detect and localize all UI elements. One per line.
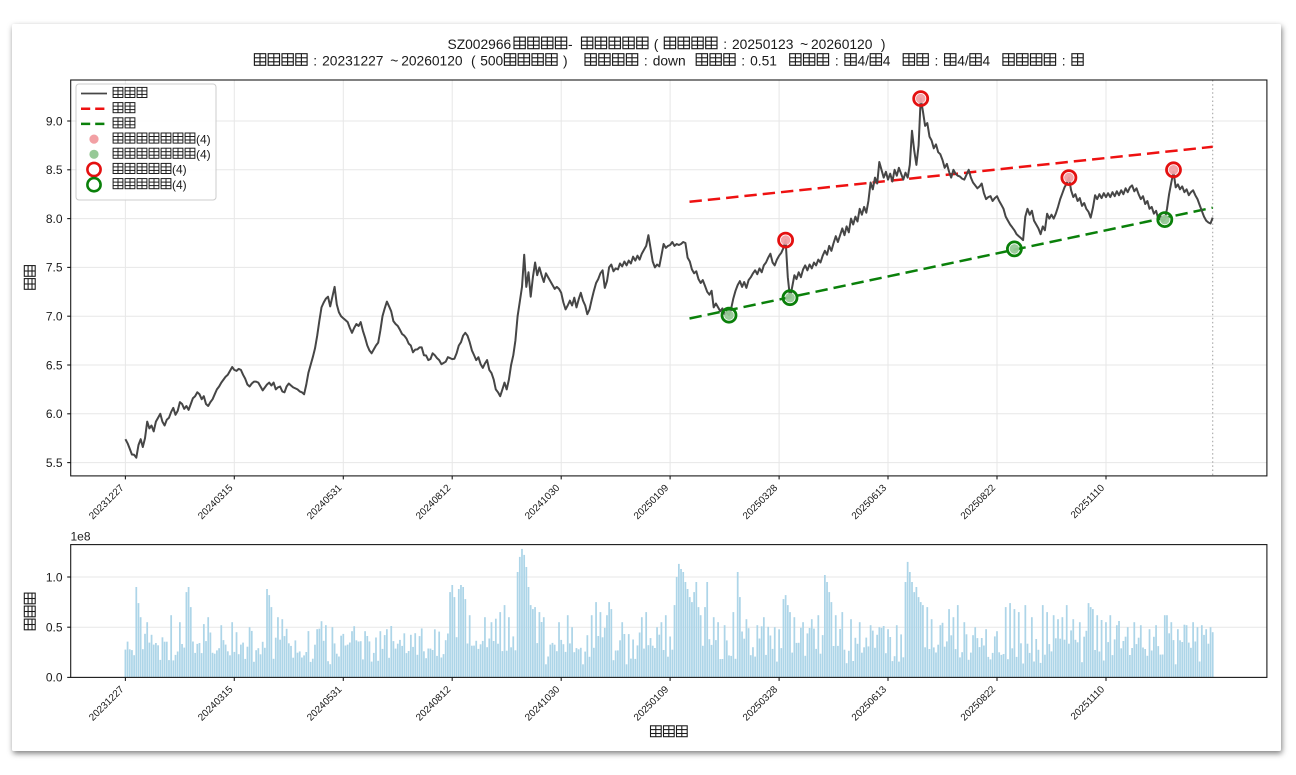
svg-text:4/: 4/ [858,54,870,69]
svg-text:0.51: 0.51 [750,54,777,69]
svg-text:4: 4 [983,54,991,69]
svg-text::: : [935,54,939,69]
svg-text:6.0: 6.0 [46,407,63,421]
svg-text::: : [835,54,839,69]
svg-text:~: ~ [390,54,398,69]
svg-text:(: ( [654,37,659,52]
svg-text:): ) [881,37,886,52]
svg-text:(4): (4) [196,132,211,146]
svg-text:8.5: 8.5 [46,163,63,177]
svg-text:SZ002966: SZ002966 [448,37,512,52]
svg-text:20250123: 20250123 [732,37,794,52]
svg-text:7.0: 7.0 [46,310,63,324]
svg-text:(4): (4) [172,178,187,192]
svg-text:~: ~ [800,37,808,52]
svg-text:4: 4 [883,54,891,69]
svg-text:20260120: 20260120 [401,54,463,69]
svg-text:(4): (4) [172,163,187,177]
svg-text::: : [313,54,317,69]
svg-text:down: down [653,54,686,69]
svg-text:): ) [563,54,568,69]
svg-text:5.5: 5.5 [46,456,63,470]
svg-text:500: 500 [480,54,503,69]
svg-text::: : [1062,54,1066,69]
svg-text:20260120: 20260120 [811,37,873,52]
svg-text:9.0: 9.0 [46,114,63,128]
svg-text:0.5: 0.5 [46,621,63,635]
svg-text:4/: 4/ [957,54,969,69]
svg-text:(: ( [471,54,476,69]
svg-text:0.0: 0.0 [46,671,63,685]
svg-text::: : [741,54,745,69]
svg-text:-: - [568,37,573,52]
svg-text:1.0: 1.0 [46,570,63,584]
svg-text:8.0: 8.0 [46,212,63,226]
svg-text:(4): (4) [196,148,211,162]
svg-text:20231227: 20231227 [322,54,383,69]
svg-text:1e8: 1e8 [71,530,91,544]
svg-text:6.5: 6.5 [46,358,63,372]
svg-text:7.5: 7.5 [46,261,63,275]
svg-text::: : [644,54,648,69]
svg-text::: : [723,37,727,52]
